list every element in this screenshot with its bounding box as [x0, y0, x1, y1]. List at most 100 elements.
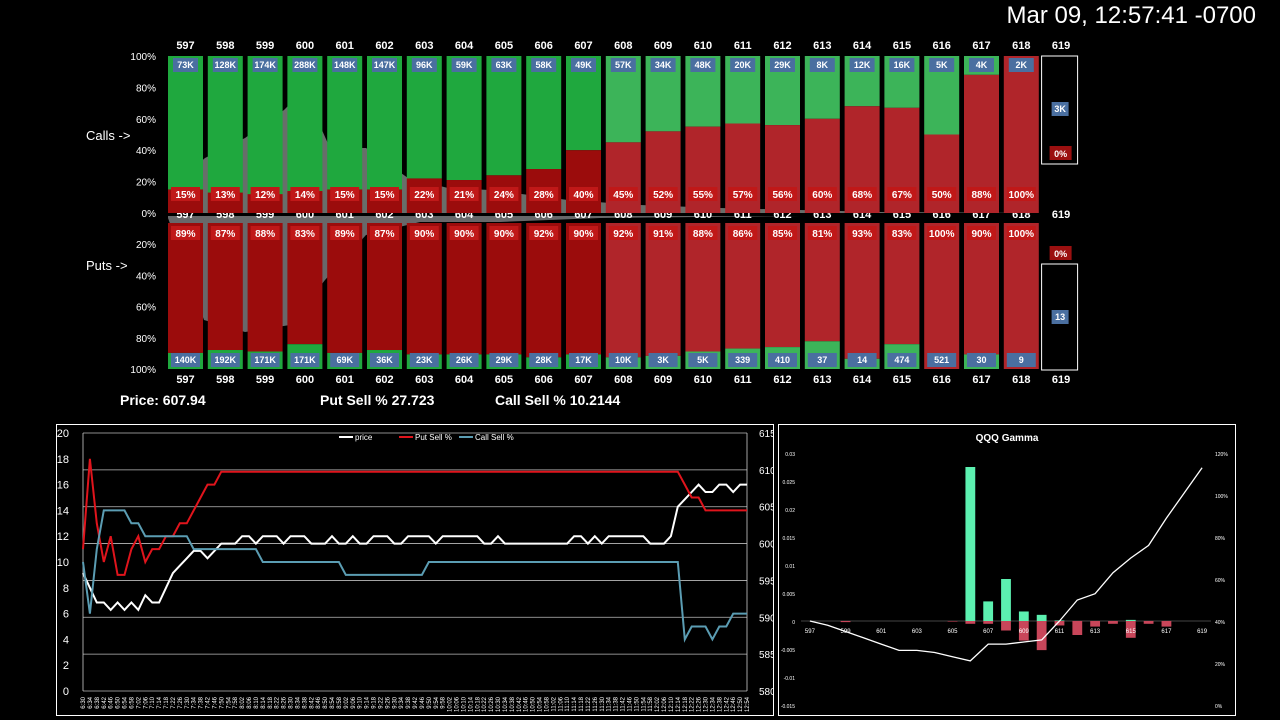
calls-sell-label: 68%: [852, 190, 872, 201]
x-tick: 10:30: [496, 696, 502, 712]
calls-volume-badge: [252, 58, 278, 72]
y-right-tick: 590: [759, 613, 773, 624]
strike-label-bottom: 616: [933, 374, 951, 386]
puts-sell-badge: [768, 226, 797, 240]
calls-volume-badge: [411, 58, 437, 72]
x-tick: 12:54: [745, 696, 751, 712]
x-tick: 11:38: [614, 696, 620, 711]
gamma-y-left-tick: 0.03: [785, 452, 795, 458]
y-left-tick: 12: [57, 531, 69, 543]
strike-label-top: 606: [535, 40, 553, 52]
strike-label-bottom: 618: [1012, 374, 1030, 386]
calls-volume-badge: [372, 58, 397, 72]
calls-bar-buy: [446, 56, 482, 181]
legend-label: Call Sell %: [475, 433, 514, 442]
puts-volume-badge: [728, 353, 758, 367]
puts-volume-label: 14: [857, 355, 867, 365]
puts-volume-badge: [768, 353, 797, 367]
y-right-tick: 615: [759, 429, 773, 440]
puts-bar-sell: [406, 223, 442, 355]
x-tick: 11:14: [572, 696, 578, 711]
x-tick: 9:50: [427, 696, 433, 708]
calls-sell-label: 15%: [374, 190, 394, 201]
puts-volume-badge: [330, 353, 360, 367]
puts-volume-label: 5K: [697, 355, 709, 365]
puts-sell-label: 92%: [534, 229, 554, 240]
puts-sell-label: 83%: [295, 229, 315, 240]
calls-bar-buy: [367, 56, 402, 190]
y-left-tick: 0: [63, 686, 69, 698]
calls-volume-badge: [809, 58, 835, 72]
calls-bar-sell: [605, 142, 641, 213]
x-tick: 9:22: [378, 696, 384, 708]
puts-volume-badge: [648, 353, 678, 367]
calls-volume-label: 29K: [774, 60, 791, 70]
gamma-x-tick: 611: [1055, 629, 1065, 635]
puts-sell-label: 90%: [971, 229, 991, 240]
stats-row: Price: 607.94 Put Sell % 27.723 Call Sel…: [0, 392, 1280, 416]
calls-empty-box: [1041, 55, 1079, 165]
calls-volume-label: 128K: [215, 60, 237, 70]
x-tick: 10:38: [510, 696, 516, 712]
strike-label-top: 616: [933, 40, 951, 52]
puts-sell-badge: [688, 226, 718, 240]
x-tick: 9:42: [413, 696, 419, 708]
x-tick: 11:06: [558, 696, 564, 711]
x-tick: 10:06: [455, 696, 461, 712]
puts-volume-label: 37: [817, 355, 827, 365]
x-tick: 6:50: [116, 696, 122, 708]
strike-label-bottom: 610: [694, 374, 712, 386]
strike-label-bottom: 611: [734, 374, 752, 386]
puts-bar-sell: [645, 223, 681, 356]
strike-label-top: 608: [614, 40, 632, 52]
calls-sell-badge: [1006, 187, 1036, 201]
gamma-y-right-tick: 20%: [1215, 662, 1226, 668]
puts-volume-label: 29K: [496, 355, 513, 365]
gamma-x-tick: 605: [948, 629, 959, 635]
puts-sell-badge: [608, 226, 638, 240]
gamma-bar-neg: [840, 621, 851, 623]
puts-volume-badge: [608, 353, 638, 367]
puts-volume-badge: [529, 353, 559, 367]
gamma-bar-neg: [983, 621, 994, 624]
gamma-y-left-tick: 0.005: [782, 592, 795, 598]
puts-volume-badge: [370, 353, 399, 367]
x-tick: 10:26: [489, 696, 495, 712]
x-tick: 11:58: [648, 696, 654, 711]
x-tick: 7:58: [233, 696, 239, 708]
strike-label-top: 613: [813, 40, 831, 52]
calls-sell-badge: [768, 187, 797, 201]
x-tick: 11:22: [586, 696, 592, 711]
calls-sell-badge: [290, 187, 320, 201]
calls-sell-label: 28%: [534, 190, 554, 201]
puts-bar-sell: [804, 223, 840, 342]
strike-label-top: 614: [853, 40, 872, 52]
x-tick: 9:38: [406, 696, 412, 708]
gamma-x-tick: 607: [983, 629, 994, 635]
calls-sell-label: 50%: [932, 190, 952, 201]
x-tick: 9:26: [385, 696, 391, 708]
puts-sell-label: 88%: [693, 229, 713, 240]
calls-sell-label: 57%: [733, 190, 753, 201]
x-tick: 8:30: [289, 696, 295, 708]
puts-bar-sell: [964, 223, 999, 355]
x-tick: 12:46: [731, 696, 737, 712]
puts-sell-label: 93%: [852, 229, 872, 240]
strike-label-top: 603: [415, 40, 433, 52]
x-tick: 9:34: [399, 696, 405, 708]
strike-label-bottom: 600: [296, 374, 314, 386]
strike-label-top: 619: [1052, 40, 1070, 52]
calls-volume-label: 5K: [936, 60, 948, 70]
puts-volume-badge: [807, 353, 837, 367]
strike-label-bottom: 614: [853, 374, 872, 386]
x-tick: 11:54: [641, 696, 647, 711]
puts-volume-label: 13: [1055, 312, 1065, 322]
strike-label-bottom: 597: [176, 374, 194, 386]
calls-volume-badge: [212, 58, 238, 72]
puts-bar-sell: [247, 223, 283, 352]
put-sell-stat: Put Sell % 27.723: [320, 392, 435, 408]
puts-volume-label: 171K: [254, 355, 276, 365]
gamma-x-tick: 613: [1090, 629, 1101, 635]
puts-sell-badge: [449, 226, 479, 240]
puts-bar-sell: [685, 223, 721, 352]
